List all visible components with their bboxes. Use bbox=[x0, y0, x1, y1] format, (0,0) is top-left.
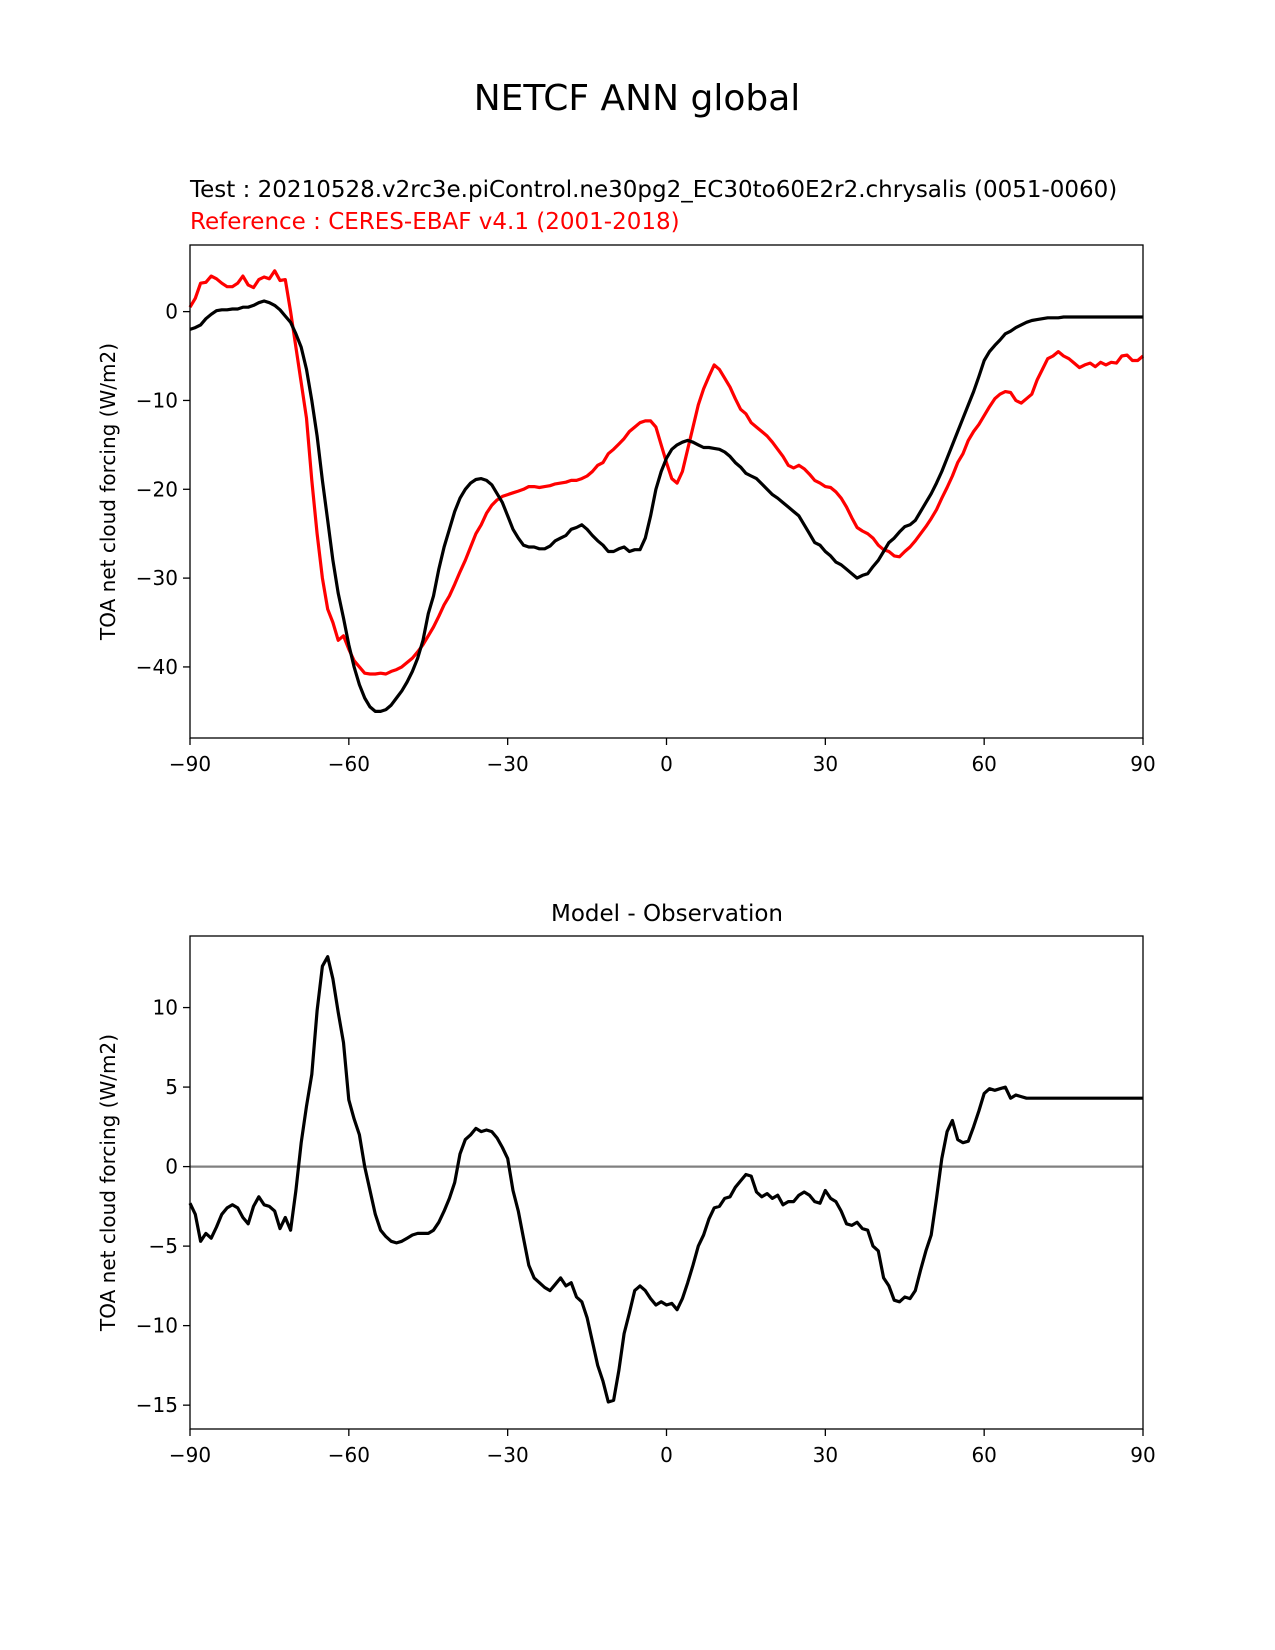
y-tick-label: −5 bbox=[149, 1234, 178, 1258]
x-tick-label: −30 bbox=[487, 1443, 529, 1467]
y-axis-label: TOA net cloud forcing (W/m2) bbox=[96, 343, 120, 641]
x-tick-label: 30 bbox=[813, 752, 838, 776]
top-panel: −90 −60 −30 0 30 60 90 0 −10 −20 −30 −40 TOA net clo… bbox=[96, 244, 1156, 776]
y-tick-label: 5 bbox=[165, 1075, 178, 1099]
figure-title: NETCF ANN global bbox=[474, 78, 801, 119]
y-tick-label: −10 bbox=[136, 1314, 178, 1338]
diff-title: Model - Observation bbox=[551, 901, 783, 927]
y-tick-label: −20 bbox=[136, 477, 178, 501]
y-tick-label: −40 bbox=[136, 655, 178, 679]
x-tick-label: 30 bbox=[813, 1443, 838, 1467]
x-tick-label: −60 bbox=[328, 1443, 370, 1467]
bottom-panel: −90 −60 −30 0 30 60 90 10 5 0 −5 −10 −15 TOA net clou… bbox=[96, 935, 1156, 1467]
reference-label: Reference : CERES-EBAF v4.1 (2001-2018) bbox=[190, 209, 680, 235]
y-tick-label: −15 bbox=[136, 1393, 178, 1417]
x-tick-label: 60 bbox=[971, 1443, 996, 1467]
x-tick-label: 90 bbox=[1130, 752, 1155, 776]
y-tick-label: 0 bbox=[165, 1155, 178, 1179]
x-tick-label: 0 bbox=[660, 1443, 673, 1467]
series-line-1 bbox=[189, 299, 1143, 713]
y-tick-label: −10 bbox=[136, 388, 178, 412]
y-tick-label: −30 bbox=[136, 566, 178, 590]
test-label: Test : 20210528.v2rc3e.piControl.ne30pg2… bbox=[189, 177, 1117, 203]
y-axis-label: TOA net cloud forcing (W/m2) bbox=[96, 1034, 120, 1332]
x-tick-label: −90 bbox=[169, 1443, 211, 1467]
x-tick-label: −60 bbox=[328, 752, 370, 776]
x-tick-label: 60 bbox=[971, 752, 996, 776]
series-line-0 bbox=[188, 955, 1143, 1404]
x-tick-label: −90 bbox=[169, 752, 211, 776]
y-tick-label: 10 bbox=[153, 996, 178, 1020]
x-tick-label: −30 bbox=[487, 752, 529, 776]
x-tick-label: 0 bbox=[660, 752, 673, 776]
x-tick-label: 90 bbox=[1130, 1443, 1155, 1467]
y-tick-label: 0 bbox=[165, 300, 178, 324]
